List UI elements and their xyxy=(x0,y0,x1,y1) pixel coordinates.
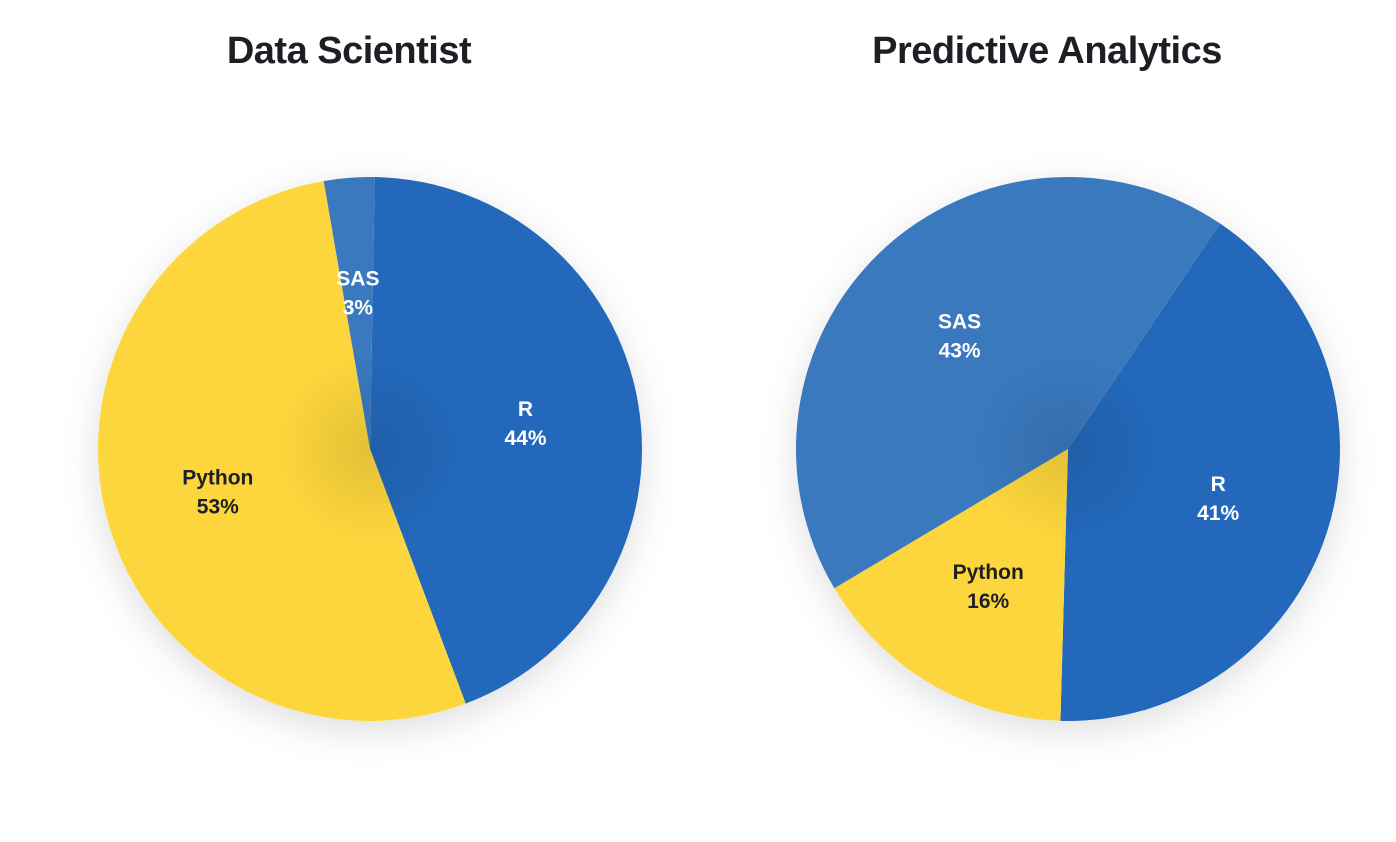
chart-data-scientist: R 44% Python 53% SAS 3% Data Scientist xyxy=(98,30,643,721)
slice-label-python: Python 53% xyxy=(182,466,253,518)
pie-svg-predictive-analytics: R 41% Python 16% SAS 43% xyxy=(795,176,1340,721)
slice-name-python: Python xyxy=(953,561,1024,584)
slice-name-sas: SAS xyxy=(938,310,981,333)
chart-title-predictive-analytics: Predictive Analytics xyxy=(872,30,1222,72)
chart-title-data-scientist: Data Scientist xyxy=(226,30,472,72)
pie-svg-data-scientist: R 44% Python 53% SAS 3% xyxy=(98,176,643,721)
slice-value-sas: 43% xyxy=(939,339,981,362)
slice-name-sas: SAS xyxy=(336,268,379,291)
pie-center-shade xyxy=(98,177,642,721)
slice-value-sas: 3% xyxy=(343,297,374,320)
slice-label-sas: SAS 43% xyxy=(938,310,981,362)
chart-predictive-analytics: R 41% Python 16% SAS 43% Predictive Analytics xyxy=(698,0,1396,842)
slice-value-python: 16% xyxy=(967,590,1009,613)
slice-name-r: R xyxy=(518,398,533,421)
slice-label-r: R 44% xyxy=(504,398,546,450)
slice-label-r: R 41% xyxy=(1197,473,1239,525)
pie-center-shade xyxy=(796,177,1340,721)
slice-value-r: 41% xyxy=(1197,502,1239,525)
slice-name-r: R xyxy=(1211,473,1226,496)
slice-label-python: Python 16% xyxy=(953,561,1024,613)
slice-name-python: Python xyxy=(182,466,253,489)
slice-value-r: 44% xyxy=(504,427,546,450)
slice-label-sas: SAS 3% xyxy=(336,268,379,320)
slice-value-python: 53% xyxy=(197,495,239,518)
